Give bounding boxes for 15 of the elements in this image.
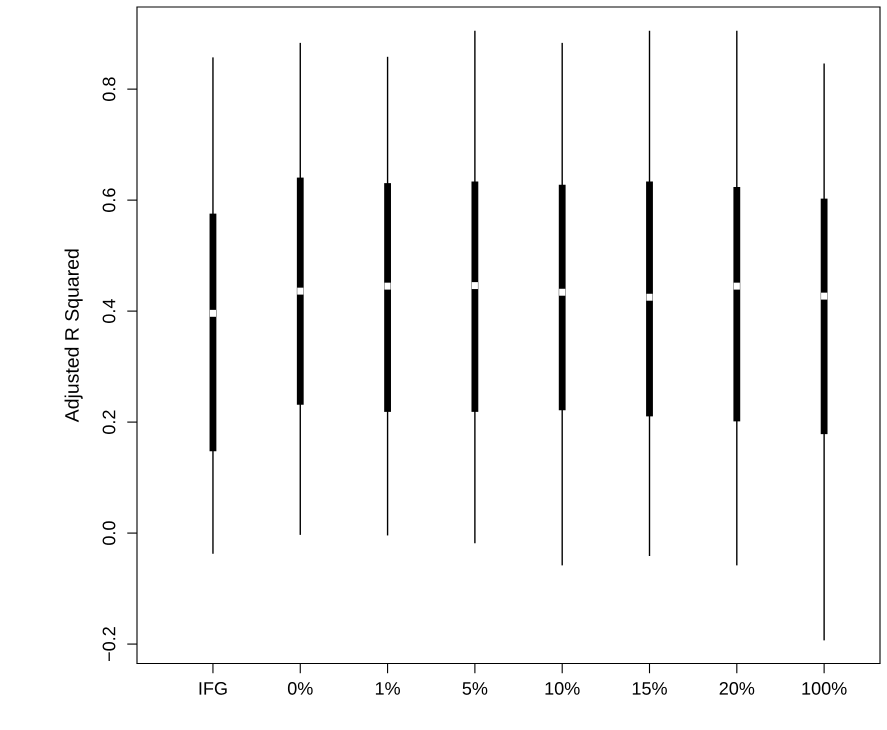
y-tick-label: 0.8 xyxy=(102,77,116,101)
y-tick-label: −0.2 xyxy=(102,627,116,662)
x-tick-label: IFG xyxy=(200,682,227,695)
x-tick-label: 20% xyxy=(720,682,754,695)
y-tick-label: 0.4 xyxy=(102,299,116,323)
x-tick-label: 5% xyxy=(462,682,488,695)
y-tick-label: 0.6 xyxy=(102,188,116,212)
y-tick-label: 0.0 xyxy=(102,521,116,545)
x-tick-label: 15% xyxy=(632,682,667,695)
x-tick-label: 1% xyxy=(376,682,400,695)
x-tick-label: 0% xyxy=(288,682,313,695)
x-tick-label: 100% xyxy=(802,682,847,695)
y-axis-title: Adjusted R Squared xyxy=(64,249,83,422)
x-tick-label: 10% xyxy=(546,682,580,695)
y-tick-label: 0.2 xyxy=(102,410,116,434)
